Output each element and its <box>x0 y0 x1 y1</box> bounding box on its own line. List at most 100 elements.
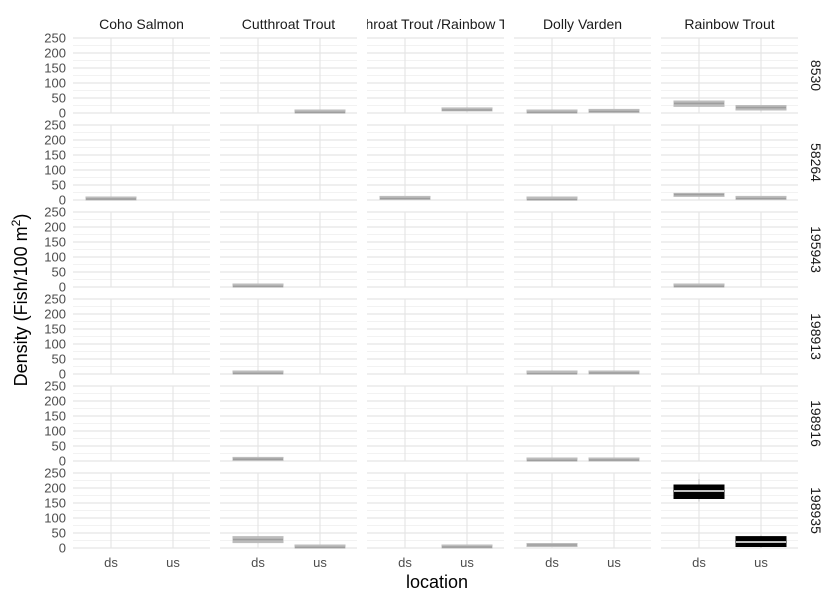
y-tick-label: 200 <box>44 133 66 148</box>
y-tick-label: 50 <box>52 352 66 367</box>
facet-label-site: 8530 <box>808 60 824 91</box>
x-tick-label: ds <box>545 555 559 570</box>
box-198935-ds <box>526 543 578 547</box>
panel <box>661 124 798 201</box>
box-198916-us <box>588 457 640 462</box>
y-tick-label: 250 <box>44 466 66 481</box>
box-58264-us <box>735 195 787 200</box>
box-198913-ds <box>232 370 284 375</box>
y-tick-label: 50 <box>52 526 66 541</box>
y-tick-label: 150 <box>44 61 66 76</box>
box-8530-us <box>588 108 640 113</box>
y-tick-label: 0 <box>59 454 66 469</box>
facet-label-site: 198916 <box>808 400 824 447</box>
panel <box>514 211 651 288</box>
panel <box>367 37 504 114</box>
box-198935-us <box>294 544 346 549</box>
box-198913-us <box>588 370 640 375</box>
y-tick-label: 100 <box>44 250 66 265</box>
panel <box>661 211 798 288</box>
box-198916-ds <box>232 456 284 461</box>
y-tick-label: 50 <box>52 178 66 193</box>
box-58264-ds <box>379 195 431 200</box>
x-tick-label: us <box>313 555 327 570</box>
box-8530-ds <box>673 100 725 107</box>
y-axis-title: Density (Fish/100 m2) <box>9 214 31 387</box>
x-tick-label: ds <box>398 555 412 570</box>
y-tick-label: 50 <box>52 91 66 106</box>
y-tick-label: 250 <box>44 379 66 394</box>
panel <box>73 385 210 462</box>
y-tick-label: 200 <box>44 394 66 409</box>
facet-label-site: 195943 <box>808 226 824 273</box>
y-tick-label: 0 <box>59 106 66 121</box>
x-tick-label: ds <box>104 555 118 570</box>
y-tick-label: 200 <box>44 46 66 61</box>
box-8530-us <box>735 105 787 111</box>
y-tick-label: 150 <box>44 235 66 250</box>
x-tick-label: us <box>460 555 474 570</box>
y-tick-label: 0 <box>59 193 66 208</box>
x-axis-title: location <box>406 572 468 592</box>
panel <box>367 211 504 288</box>
y-axis-title-close: ) <box>11 214 31 220</box>
y-tick-label: 150 <box>44 322 66 337</box>
x-tick-label: us <box>166 555 180 570</box>
box-198935-ds <box>232 536 284 544</box>
box-195943-ds <box>232 283 284 288</box>
x-tick-label: us <box>754 555 768 570</box>
facet-label-species: Cutthroat Trout /Rainbow Trout <box>340 16 532 32</box>
y-tick-label: 200 <box>44 307 66 322</box>
box-198935-us <box>735 535 787 548</box>
y-tick-label: 100 <box>44 337 66 352</box>
facet-label-species: Coho Salmon <box>99 16 184 32</box>
box-58264-ds <box>526 196 578 201</box>
y-tick-label: 150 <box>44 409 66 424</box>
panel <box>220 37 357 114</box>
panel <box>220 385 357 462</box>
y-tick-label: 50 <box>52 439 66 454</box>
panel <box>514 385 651 462</box>
facet-panels: Coho Salmon Cutthroat Trout Cutthroat Trou… <box>44 16 824 570</box>
panel <box>367 472 504 549</box>
panel <box>367 124 504 201</box>
box-195943-ds <box>673 283 725 288</box>
y-tick-label: 250 <box>44 118 66 133</box>
panel <box>367 298 504 375</box>
panel <box>514 472 651 549</box>
box-8530-us <box>441 107 493 112</box>
y-tick-label: 100 <box>44 424 66 439</box>
box-198935-us <box>441 544 493 549</box>
panel <box>514 124 651 201</box>
y-tick-label: 100 <box>44 163 66 178</box>
facet-label-species: Rainbow Trout <box>684 16 774 32</box>
panel <box>73 124 210 201</box>
box-198935-ds <box>673 479 725 502</box>
panel <box>220 124 357 201</box>
panel <box>73 472 210 549</box>
y-tick-label: 0 <box>59 280 66 295</box>
y-tick-label: 200 <box>44 220 66 235</box>
box-8530-us <box>294 109 346 114</box>
facet-label-site: 58264 <box>808 143 824 182</box>
y-tick-label: 0 <box>59 367 66 382</box>
panel <box>367 385 504 462</box>
y-tick-label: 250 <box>44 31 66 46</box>
box-198913-ds <box>526 370 578 375</box>
panel <box>220 298 357 375</box>
panel <box>514 298 651 375</box>
facet-label-site: 198935 <box>808 487 824 534</box>
panel <box>73 37 210 114</box>
y-tick-label: 150 <box>44 148 66 163</box>
x-tick-label: us <box>607 555 621 570</box>
y-axis-title-superscript: 2 <box>9 219 23 226</box>
box-8530-ds <box>526 109 578 114</box>
x-tick-label: ds <box>251 555 265 570</box>
facet-label-species: Dolly Varden <box>543 16 622 32</box>
panel <box>73 211 210 288</box>
panel <box>661 298 798 375</box>
box-58264-ds <box>673 192 725 197</box>
facet-label-site: 198913 <box>808 313 824 360</box>
y-tick-label: 0 <box>59 541 66 556</box>
y-tick-label: 50 <box>52 265 66 280</box>
